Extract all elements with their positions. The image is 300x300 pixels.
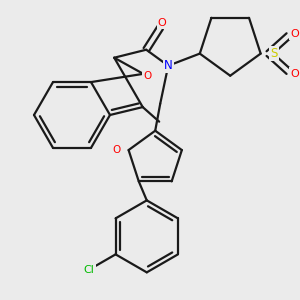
Text: O: O [112, 145, 121, 155]
Text: O: O [290, 69, 299, 79]
Text: Cl: Cl [84, 266, 94, 275]
Text: O: O [158, 18, 167, 28]
Text: O: O [290, 28, 299, 39]
Text: S: S [271, 47, 278, 60]
Text: N: N [164, 59, 172, 72]
Text: O: O [143, 71, 152, 81]
